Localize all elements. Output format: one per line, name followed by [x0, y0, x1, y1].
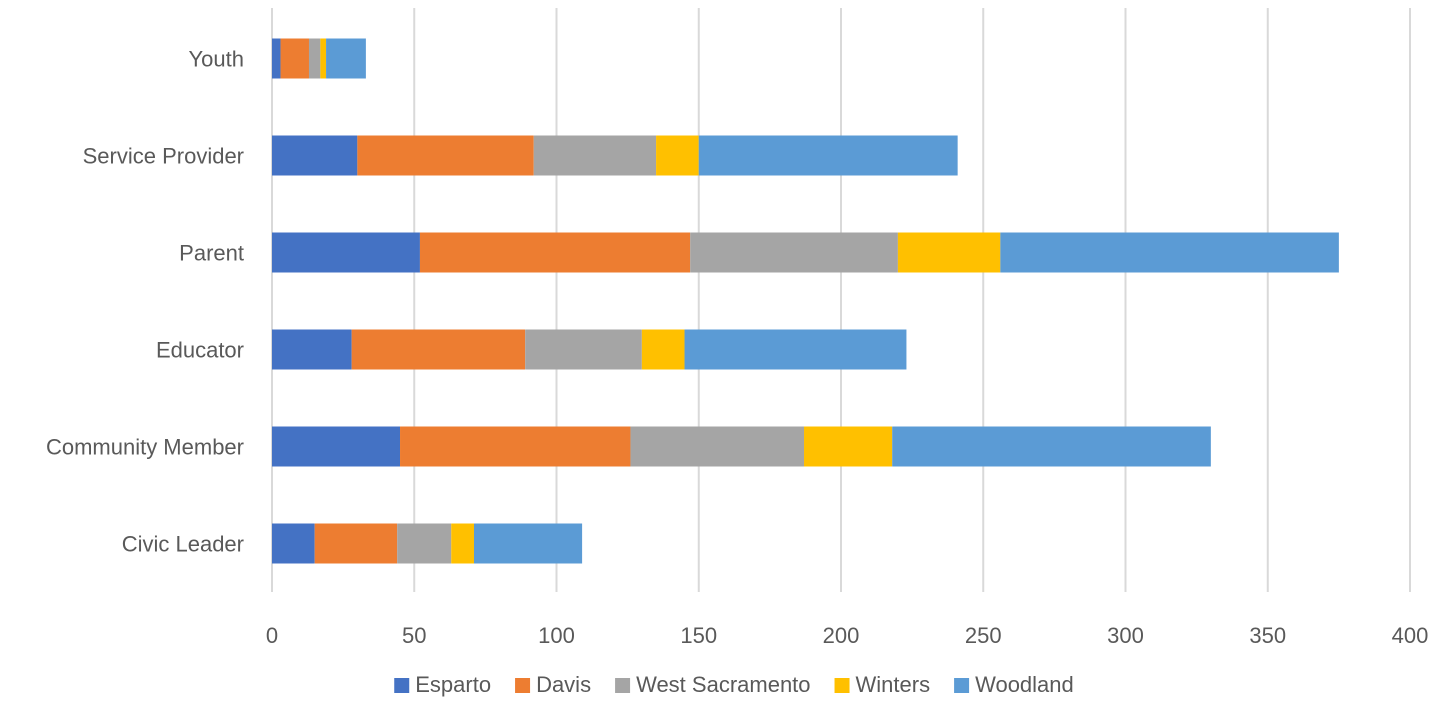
x-tick-label: 250: [965, 623, 1002, 648]
x-tick-label: 350: [1249, 623, 1286, 648]
legend-item: Winters: [834, 672, 931, 697]
x-tick-label: 100: [538, 623, 575, 648]
category-label: Parent: [179, 241, 244, 266]
category-labels: Civic Leader Community Member Educator Pare…: [46, 47, 244, 557]
bar-segment: [419, 232, 691, 273]
bars: [272, 38, 1339, 564]
bar-segment: [690, 232, 898, 273]
bar-segment: [272, 232, 420, 273]
x-tick-label: 50: [402, 623, 426, 648]
gridlines: [271, 8, 1411, 592]
legend-swatch: [394, 678, 410, 693]
bar-segment: [351, 329, 526, 370]
bar-segment: [630, 426, 805, 467]
x-tick-labels: 0 50 100 150 200 250 300 350 400: [266, 623, 1428, 648]
x-tick-label: 200: [823, 623, 860, 648]
legend-swatch: [834, 678, 850, 693]
bar-segment: [525, 329, 642, 370]
category-label: Service Provider: [83, 144, 244, 169]
legend-label: West Sacramento: [636, 672, 810, 697]
legend-label: Davis: [536, 672, 591, 697]
x-tick-label: 150: [680, 623, 717, 648]
x-tick-label: 300: [1107, 623, 1144, 648]
bar-segment: [1000, 232, 1339, 273]
legend-swatch: [954, 678, 970, 693]
bar-segment: [656, 135, 699, 176]
bar-segment: [308, 38, 321, 79]
legend-label: Woodland: [975, 672, 1074, 697]
bar-segment: [804, 426, 893, 467]
legend-item: Esparto: [394, 672, 491, 697]
x-tick-label: 400: [1392, 623, 1429, 648]
category-label: Youth: [189, 47, 244, 72]
bar-segment: [684, 329, 907, 370]
bar-segment: [473, 523, 583, 564]
legend-swatch: [615, 678, 631, 693]
bar-segment: [272, 135, 358, 176]
category-label: Community Member: [46, 435, 244, 460]
bar-segment: [641, 329, 685, 370]
bar-segment: [451, 523, 474, 564]
bar-segment: [272, 329, 352, 370]
bar-segment: [320, 38, 327, 79]
bar-segment: [280, 38, 309, 79]
legend-label: Winters: [856, 672, 931, 697]
bar-segment: [397, 523, 452, 564]
legend-item: Davis: [515, 672, 591, 697]
legend-item: West Sacramento: [615, 672, 811, 697]
bar-segment: [892, 426, 1211, 467]
legend: Esparto Davis West Sacramento Winters Woodla…: [394, 672, 1074, 697]
bar-segment: [326, 38, 366, 79]
category-label: Educator: [156, 338, 244, 363]
bar-segment: [533, 135, 657, 176]
bar-segment: [357, 135, 534, 176]
bar-segment: [272, 426, 401, 467]
category-label: Civic Leader: [122, 532, 244, 557]
legend-item: Woodland: [954, 672, 1074, 697]
bar-segment: [314, 523, 398, 564]
legend-label: Esparto: [415, 672, 491, 697]
bar-segment: [897, 232, 1001, 273]
bar-segment: [698, 135, 958, 176]
legend-swatch: [515, 678, 531, 693]
x-tick-label: 0: [266, 623, 278, 648]
bar-segment: [272, 523, 315, 564]
bar-segment: [400, 426, 631, 467]
bar-segment: [272, 38, 281, 79]
